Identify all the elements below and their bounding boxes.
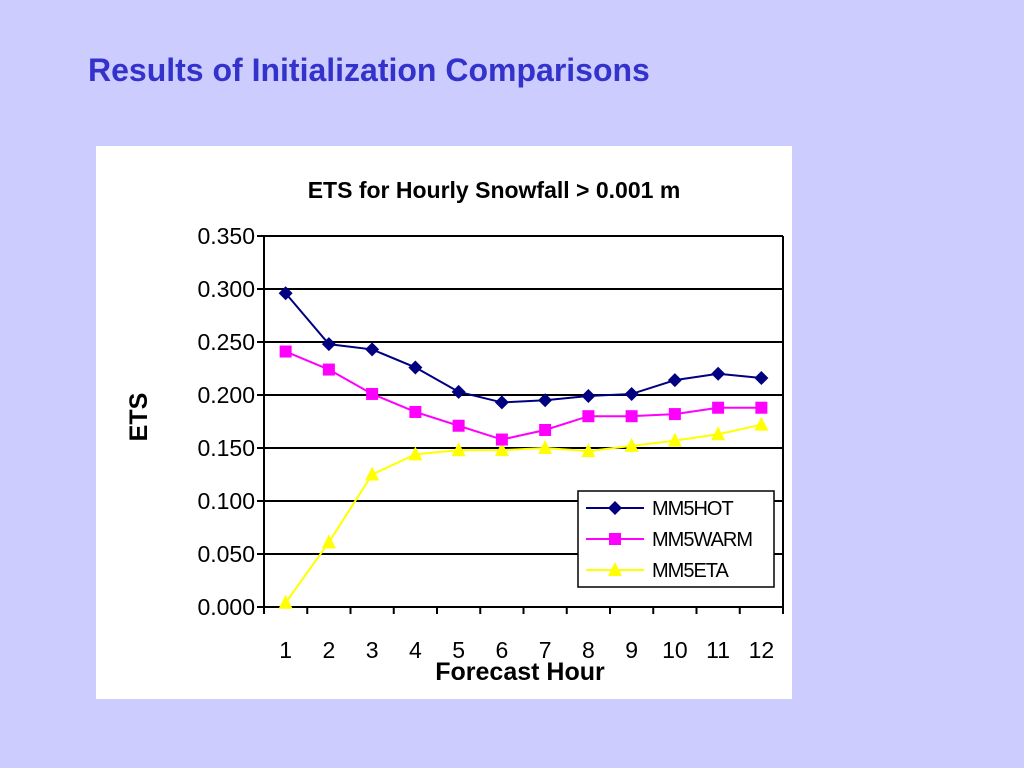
x-tick-label: 12	[749, 637, 775, 663]
y-tick-label: 0.050	[197, 541, 255, 567]
data-point-mm5eta	[538, 440, 553, 454]
y-tick-label: 0.000	[197, 594, 255, 620]
legend-marker-mm5hot	[608, 501, 622, 515]
x-tick-label: 11	[706, 637, 730, 663]
data-point-mm5warm	[409, 405, 422, 418]
y-tick-label: 0.150	[197, 435, 255, 461]
y-tick-label: 0.100	[197, 488, 255, 514]
data-point-mm5eta	[451, 442, 466, 457]
data-point-mm5eta	[667, 432, 682, 447]
data-point-mm5warm	[322, 363, 335, 376]
data-point-mm5eta	[624, 437, 639, 452]
legend-label-mm5warm: MM5WARM	[652, 529, 752, 551]
data-point-mm5hot	[538, 393, 553, 408]
x-axis-title: Forecast Hour	[435, 658, 605, 686]
legend-label-mm5eta: MM5ETA	[652, 560, 730, 582]
x-tick-label: 3	[366, 637, 379, 663]
series-line-mm5eta	[284, 423, 762, 604]
legend: MM5HOT MM5WARM MM5ETA	[577, 490, 775, 588]
data-point-mm5warm	[582, 410, 595, 423]
data-point-mm5eta	[711, 426, 726, 441]
x-tick-label: 7	[539, 637, 552, 663]
series-mm5warm	[279, 345, 768, 446]
data-point-mm5eta	[321, 534, 336, 549]
data-point-mm5warm	[755, 401, 768, 414]
slide-title: Results of Initialization Comparisons	[88, 52, 650, 88]
data-point-mm5hot	[624, 386, 639, 401]
ets-line-chart: ETS for Hourly Snowfall > 0.001 m 0.000 0…	[125, 177, 784, 686]
data-point-mm5hot	[365, 342, 380, 357]
data-point-mm5hot	[581, 389, 596, 404]
y-tick-label: 0.200	[197, 382, 255, 408]
x-tick-label: 10	[662, 637, 688, 663]
data-point-mm5warm	[495, 433, 508, 446]
series-mm5eta	[278, 416, 769, 609]
data-point-mm5warm	[712, 401, 725, 414]
series-line-mm5warm	[285, 350, 762, 441]
data-point-mm5warm	[452, 419, 465, 432]
x-tick-label: 4	[409, 637, 422, 663]
legend-marker-mm5eta	[608, 562, 622, 576]
chart-panel: ETS for Hourly Snowfall > 0.001 m 0.000 0…	[96, 146, 792, 699]
data-point-mm5hot	[321, 337, 336, 352]
data-point-mm5hot	[754, 371, 769, 386]
legend-label-mm5hot: MM5HOT	[652, 498, 733, 520]
y-axis-title: ETS	[125, 393, 153, 442]
data-point-mm5hot	[408, 360, 423, 375]
data-point-mm5eta	[754, 416, 769, 431]
x-tick-label: 5	[452, 637, 465, 663]
x-tick-label: 1	[279, 637, 292, 663]
x-tick-label: 2	[322, 637, 335, 663]
data-point-mm5eta	[278, 594, 293, 609]
data-point-mm5eta	[494, 442, 509, 457]
data-point-mm5hot	[667, 373, 682, 388]
x-tick-label: 8	[582, 637, 595, 663]
data-point-mm5warm	[539, 423, 552, 436]
data-point-mm5hot	[711, 366, 726, 381]
y-tick-label: 0.300	[197, 276, 255, 302]
data-point-mm5eta	[408, 446, 423, 461]
data-point-mm5hot	[451, 384, 466, 399]
data-point-mm5eta	[365, 466, 380, 481]
data-point-mm5warm	[625, 410, 638, 423]
data-point-mm5warm	[279, 345, 292, 358]
chart-title: ETS for Hourly Snowfall > 0.001 m	[308, 177, 681, 203]
y-tick-label: 0.350	[197, 223, 255, 249]
data-point-mm5warm	[366, 387, 379, 400]
x-tick-label: 9	[625, 637, 638, 663]
x-tick-label: 6	[495, 637, 508, 663]
legend-marker-mm5warm	[609, 533, 621, 545]
data-point-mm5hot	[278, 286, 293, 301]
data-point-mm5warm	[668, 408, 681, 421]
data-point-mm5hot	[494, 395, 509, 410]
series-line-mm5hot	[284, 292, 762, 404]
y-tick-label: 0.250	[197, 329, 255, 355]
data-point-mm5eta	[581, 443, 596, 458]
series-mm5hot	[278, 286, 769, 410]
